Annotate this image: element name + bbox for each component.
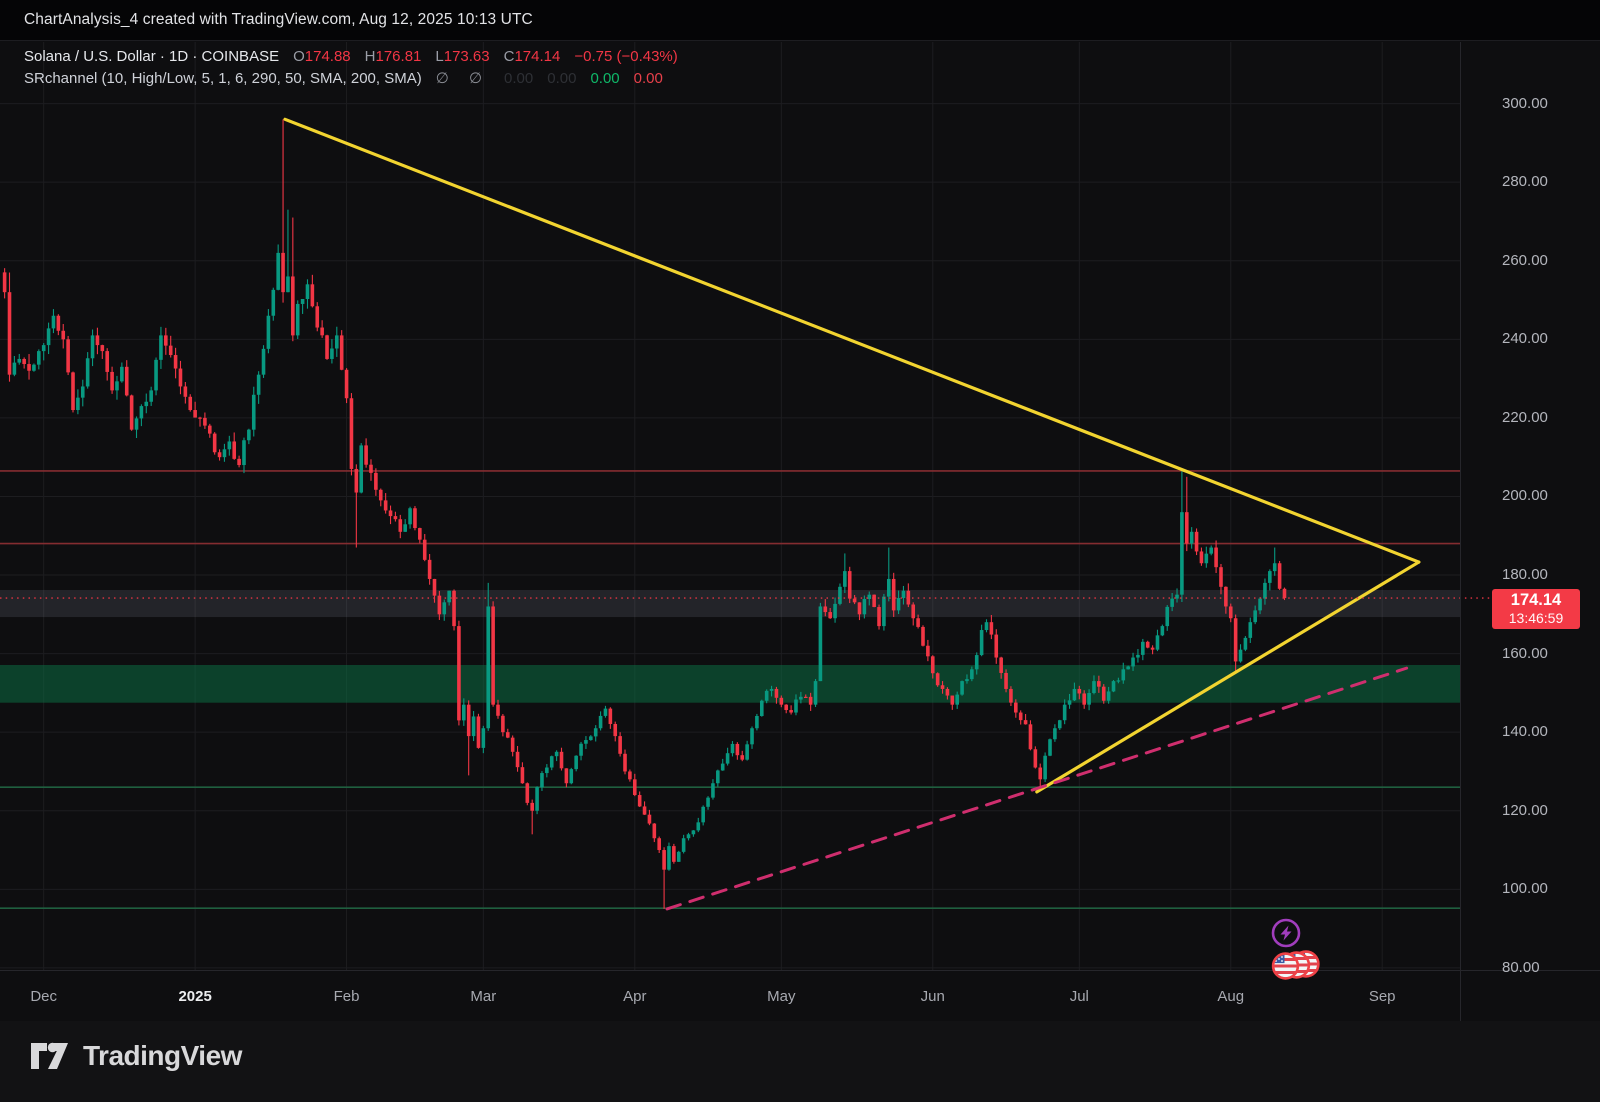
candles-layer — [2, 119, 1287, 909]
price-axis-label: 80.00 — [1502, 958, 1540, 976]
price-axis[interactable]: 300.00 280.00 260.00 240.00 220.00 200.00 180.… — [1460, 42, 1600, 1021]
time-axis-label: Apr — [623, 988, 647, 1005]
price-axis-label: 220.00 — [1502, 408, 1548, 426]
title-bar: ChartAnalysis_4 created with TradingView… — [0, 0, 1600, 41]
tradingview-logo-icon — [31, 1042, 68, 1069]
indicator-value-2: 0.00 — [547, 70, 577, 87]
indicator-value-3: 0.00 — [590, 70, 620, 87]
ohlc-high: H176.81 — [364, 48, 422, 65]
time-axis-label: Jun — [920, 988, 945, 1005]
descending-triangle-resistance[interactable] — [283, 117, 1421, 564]
us-flag-icon[interactable] — [1271, 952, 1300, 980]
time-axis-label: May — [767, 988, 796, 1005]
time-axis-label: Sep — [1368, 988, 1396, 1005]
tradingview-logo-text: TradingView — [83, 1040, 242, 1071]
sr-zones — [0, 589, 1460, 703]
symbol-title[interactable]: Solana / U.S. Dollar · 1D · COINBASE — [24, 48, 280, 65]
supply-gray-zone — [0, 589, 1460, 618]
indicator-value-1: 0.00 — [504, 70, 534, 87]
time-axis-label: Feb — [333, 988, 360, 1005]
time-axis-label: Dec — [30, 988, 58, 1005]
price-axis-label: 240.00 — [1502, 330, 1548, 348]
price-axis-label: 180.00 — [1502, 566, 1548, 584]
price-axis-label: 300.00 — [1502, 94, 1548, 112]
time-axis-label: Jul — [1069, 988, 1089, 1005]
ohlc-low: L173.63 — [435, 48, 490, 65]
time-axis-label: 2025 — [178, 988, 212, 1005]
indicator-row: SRchannel (10, High/Low, 5, 1, 6, 290, 5… — [24, 69, 678, 90]
time-axis-label: Mar — [470, 988, 497, 1005]
price-axis-label: 100.00 — [1502, 880, 1548, 898]
symbol-row: Solana / U.S. Dollar · 1D · COINBASE O17… — [24, 48, 678, 69]
bottom-toolbar-area — [0, 1021, 1600, 1102]
lightning-icon[interactable] — [1271, 918, 1301, 948]
current-price-value: 174.14 — [1510, 591, 1562, 609]
chart-badge-icons[interactable] — [1271, 918, 1320, 980]
price-axis-label: 120.00 — [1502, 801, 1548, 819]
ohlc-close: C174.14 — [503, 48, 561, 65]
price-axis-label: 200.00 — [1502, 487, 1548, 505]
indicator-empty-set-icons: ∅ ∅ — [435, 70, 491, 87]
grid-lines — [0, 42, 1460, 970]
time-axis-label: Aug — [1217, 988, 1245, 1005]
current-price-label: 174.14 13:46:59 — [1492, 589, 1580, 629]
price-axis-label: 260.00 — [1502, 251, 1548, 269]
price-change: −0.75 (−0.43%) — [574, 48, 678, 65]
title-text: ChartAnalysis_4 created with TradingView… — [24, 11, 533, 28]
legend: Solana / U.S. Dollar · 1D · COINBASE O17… — [24, 48, 678, 90]
price-axis-label: 140.00 — [1502, 723, 1548, 741]
ascending-triangle-support[interactable] — [1035, 560, 1421, 794]
indicator-title[interactable]: SRchannel (10, High/Low, 5, 1, 6, 290, 5… — [24, 70, 422, 87]
tradingview-logo[interactable]: TradingView — [30, 1040, 242, 1072]
sr-lines[interactable] — [0, 470, 1460, 909]
ascending-dashed-trendline[interactable] — [665, 666, 1409, 911]
trendlines[interactable] — [283, 117, 1421, 911]
chart-pane[interactable] — [0, 42, 1600, 970]
price-axis-label: 280.00 — [1502, 173, 1548, 191]
time-axis[interactable]: Dec 2025 Feb Mar Apr May Jun Jul Aug Sep — [0, 970, 1460, 1021]
indicator-value-4: 0.00 — [633, 70, 663, 87]
price-axis-label: 160.00 — [1502, 644, 1548, 662]
ohlc-open: O174.88 — [293, 48, 351, 65]
bar-countdown: 13:46:59 — [1508, 610, 1564, 626]
